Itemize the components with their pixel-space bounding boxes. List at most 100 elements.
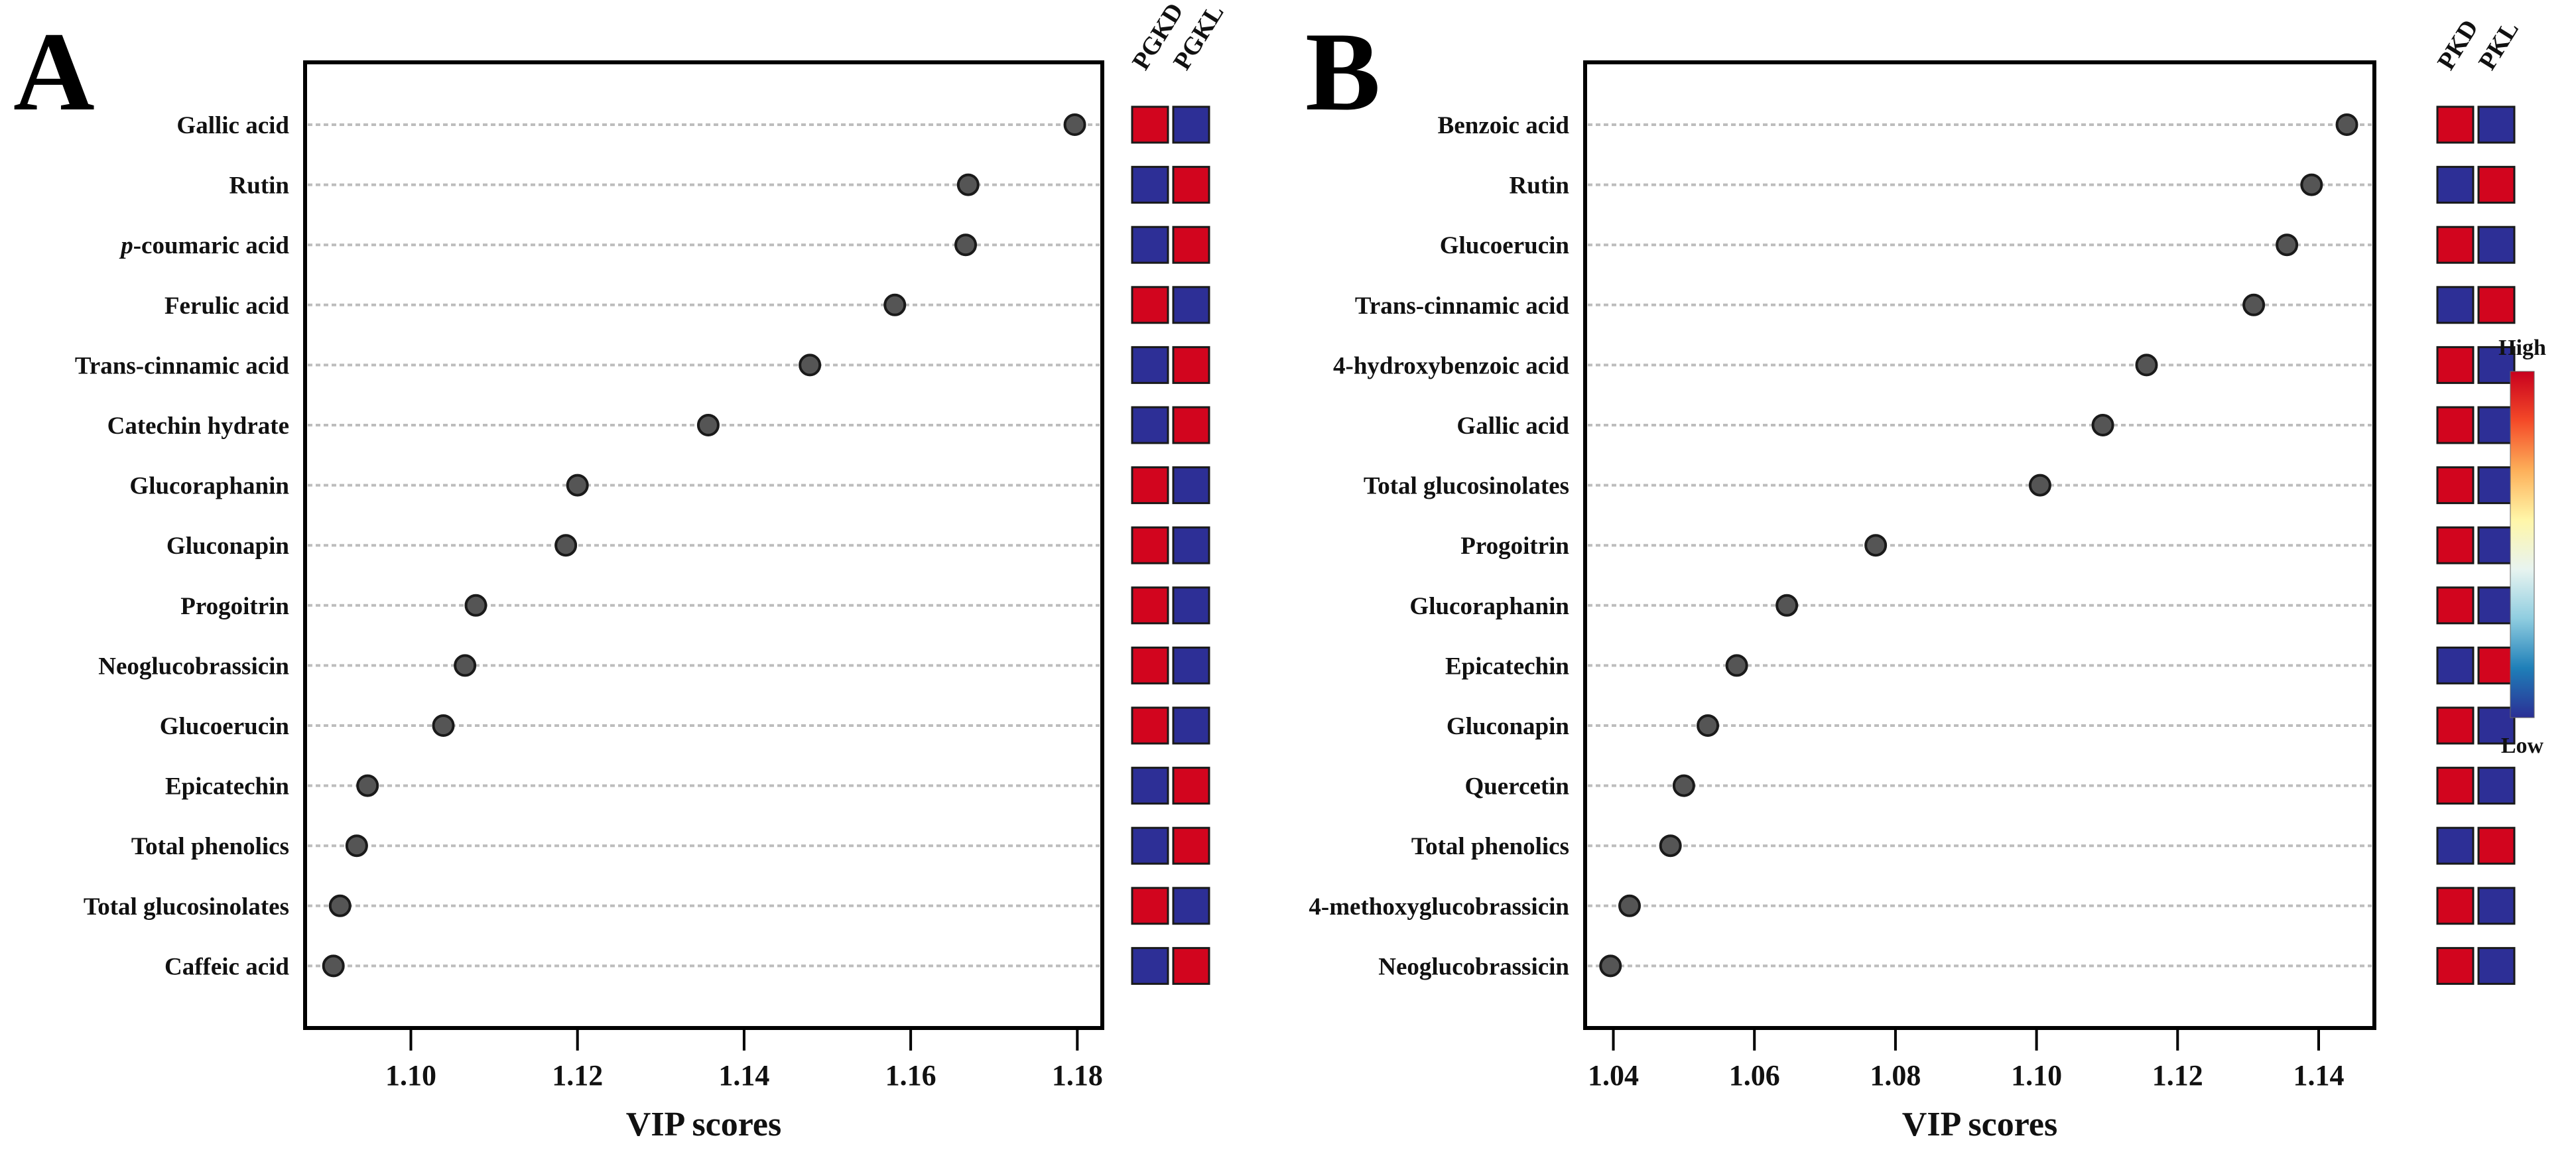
heatmap-cell xyxy=(1131,767,1169,805)
colorbar-gradient xyxy=(2510,371,2535,718)
heatmap-cell xyxy=(2477,946,2516,985)
category-label: Gluconapin xyxy=(1447,713,1569,740)
colorbar-legend: High Low xyxy=(2498,336,2546,758)
heatmap-cell xyxy=(2436,887,2475,925)
vip-point xyxy=(799,354,822,377)
x-tick-label: 1.16 xyxy=(885,1059,936,1092)
heatmap-cell xyxy=(2477,586,2516,625)
category-label: Total phenolics xyxy=(1411,833,1569,860)
category-label: Rutin xyxy=(229,172,290,200)
category-label: Epicatechin xyxy=(1445,653,1569,680)
vip-point xyxy=(1697,714,1720,737)
heatmap-cell xyxy=(1172,526,1210,564)
vip-point xyxy=(1599,954,1622,978)
plot-frame xyxy=(1583,60,2376,1030)
vip-point xyxy=(2300,173,2323,196)
heatmap-cell xyxy=(1131,646,1169,684)
heatmap-cell xyxy=(2477,105,2516,144)
heatmap-cell xyxy=(2436,346,2475,384)
heatmap-cell xyxy=(1131,887,1169,925)
panel-label-b: B xyxy=(1305,9,1380,134)
category-label: Neoglucobrassicin xyxy=(1378,953,1569,980)
category-label: Glucoerucin xyxy=(160,713,290,740)
heatmap-cell xyxy=(2477,406,2516,444)
category-label: Glucoraphanin xyxy=(1409,593,1569,620)
heatmap-cell xyxy=(1131,166,1169,204)
panel-b: 1.04 1.06 1.08 1.10 1.12 1.14 VIP scores PKDPKL… xyxy=(1309,15,2524,1143)
category-label: Total glucosinolates xyxy=(84,893,289,921)
heatmap-cell xyxy=(2436,706,2475,745)
heatmap-cell xyxy=(2477,225,2516,264)
heatmap-cell xyxy=(2477,346,2516,384)
category-label: Gallic acid xyxy=(176,112,289,139)
heatmap-cell xyxy=(1131,286,1169,324)
heatmap-column-header: PKL xyxy=(2473,16,2524,75)
heatmap-cell xyxy=(2477,286,2516,324)
heatmap-cell xyxy=(2436,406,2475,444)
heatmap-cell xyxy=(1172,887,1210,925)
heatmap-cell xyxy=(1131,586,1169,625)
heatmap-cell xyxy=(1131,826,1169,865)
vip-point xyxy=(696,414,720,436)
category-label: Caffeic acid xyxy=(164,953,289,980)
vip-point xyxy=(1618,894,1641,917)
category-label: p-coumaric acid xyxy=(119,232,289,259)
x-tick-label: 1.10 xyxy=(385,1059,436,1092)
vip-point xyxy=(2335,113,2358,136)
heatmap-cell xyxy=(2477,466,2516,505)
category-label: 4-hydroxybenzoic acid xyxy=(1333,352,1569,379)
heatmap-cell xyxy=(2436,646,2475,684)
x-tick-label: 1.14 xyxy=(2293,1059,2344,1092)
heatmap-cell xyxy=(1172,826,1210,865)
vip-point xyxy=(1725,654,1748,677)
heatmap-cell xyxy=(1131,946,1169,985)
category-label: Ferulic acid xyxy=(164,292,289,320)
x-axis-title: VIP scores xyxy=(1902,1106,2057,1143)
heatmap-cell xyxy=(1172,767,1210,805)
heatmap-cell xyxy=(1131,346,1169,384)
heatmap-cell xyxy=(2477,526,2516,564)
vip-point xyxy=(322,954,345,978)
heatmap-cell xyxy=(1172,406,1210,444)
heatmap-cell xyxy=(2477,646,2516,684)
vip-point xyxy=(464,594,487,617)
heatmap-cell xyxy=(2436,105,2475,144)
category-label: Gallic acid xyxy=(1456,413,1569,440)
heatmap-cell xyxy=(2477,887,2516,925)
vip-point xyxy=(554,534,578,557)
x-tick-label: 1.18 xyxy=(1052,1059,1103,1092)
heatmap-cell xyxy=(1172,466,1210,505)
vip-point xyxy=(328,894,352,917)
heatmap-cell xyxy=(2436,225,2475,264)
heatmap-cell xyxy=(2477,767,2516,805)
x-tick-label: 1.12 xyxy=(2152,1059,2203,1092)
category-label: Quercetin xyxy=(1464,773,1569,801)
heatmap-cell xyxy=(1131,406,1169,444)
x-tick-label: 1.14 xyxy=(718,1059,769,1092)
vip-point xyxy=(1864,534,1888,557)
heatmap-cell xyxy=(2436,466,2475,505)
vip-point xyxy=(566,474,589,497)
heatmap-cell xyxy=(2436,586,2475,625)
vip-point xyxy=(2276,233,2299,257)
x-tick-label: 1.10 xyxy=(2011,1059,2062,1092)
category-label: Epicatechin xyxy=(165,773,289,801)
heatmap-column-header: PKD xyxy=(2432,15,2484,74)
vip-point xyxy=(1672,774,1695,797)
heatmap-cell xyxy=(2436,286,2475,324)
heatmap-cell xyxy=(2436,767,2475,805)
heatmap-cell xyxy=(2477,166,2516,204)
vip-point xyxy=(2028,474,2051,497)
vip-point xyxy=(345,834,368,858)
heatmap-cell xyxy=(1172,166,1210,204)
vip-point xyxy=(432,714,455,737)
x-tick-label: 1.08 xyxy=(1870,1059,1921,1092)
category-label: Benzoic acid xyxy=(1438,112,1570,139)
vip-point xyxy=(2135,354,2158,377)
heatmap-cell xyxy=(1172,946,1210,985)
heatmap-cell xyxy=(1131,706,1169,745)
plot-frame xyxy=(303,60,1104,1030)
heatmap-cell xyxy=(1131,466,1169,505)
heatmap-cell xyxy=(1172,586,1210,625)
